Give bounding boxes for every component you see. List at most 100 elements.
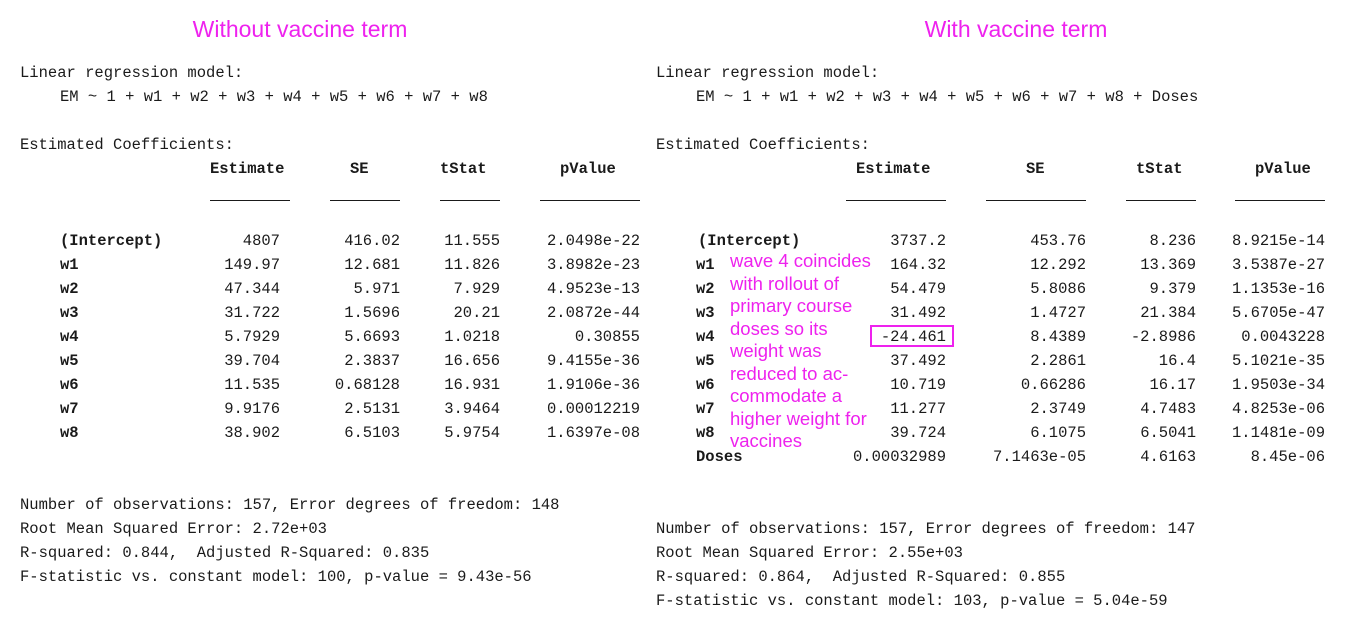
table-row: w6 11.535 0.68128 16.931 1.9106e-36 [0,373,690,397]
row-name: w7 [696,400,715,418]
tstat-cell: 11.555 [444,232,500,250]
row-name: (Intercept) [60,232,163,250]
row-name: w5 [60,352,79,370]
se-cell: 416.02 [344,232,400,250]
se-cell: 0.66286 [1020,376,1086,394]
column-rule [210,200,290,201]
tstat-cell: 7.929 [453,280,500,298]
se-cell: 2.3837 [344,352,400,370]
estimate-cell: 11.277 [890,400,946,418]
tstat-cell: 16.4 [1158,352,1196,370]
table-row: (Intercept) 3737.2 453.76 8.236 8.9215e-… [636,229,1326,253]
estimate-cell: 11.535 [224,376,280,394]
table-row: w3 31.722 1.5696 20.21 2.0872e-44 [0,301,690,325]
row-name: w1 [60,256,79,274]
se-cell: 6.1075 [1030,424,1086,442]
footer-fstatistic: F-statistic vs. constant model: 100, p-v… [20,568,532,586]
estimate-cell: 4807 [242,232,280,250]
row-name: w5 [696,352,715,370]
col-header-pvalue: pValue [560,160,616,178]
row-name: Doses [696,448,743,466]
table-row: w2 54.479 5.8086 9.379 1.1353e-16 [636,277,1326,301]
row-name: w2 [60,280,79,298]
col-header-estimate: Estimate [856,160,931,178]
estimate-cell: 39.704 [224,352,280,370]
pvalue-cell: 4.9523e-13 [546,280,640,298]
se-cell: 1.5696 [344,304,400,322]
estimate-cell: 39.724 [890,424,946,442]
table-row: w8 39.724 6.1075 6.5041 1.1481e-09 [636,421,1326,445]
row-name: w6 [60,376,79,394]
pvalue-cell: 0.00012219 [546,400,640,418]
estimate-cell: 164.32 [890,256,946,274]
row-name: w4 [60,328,79,346]
table-row: w1 149.97 12.681 11.826 3.8982e-23 [0,253,690,277]
se-cell: 0.68128 [334,376,400,394]
row-name: w3 [696,304,715,322]
footer-rsquared: R-squared: 0.844, Adjusted R-Squared: 0.… [20,544,430,562]
pvalue-cell: 3.5387e-27 [1231,256,1325,274]
col-header-pvalue: pValue [1255,160,1311,178]
footer-rmse: Root Mean Squared Error: 2.55e+03 [656,544,963,562]
annotation-note: wave 4 coincides with rollout of primary… [730,250,871,451]
tstat-cell: 9.379 [1149,280,1196,298]
table-row: w3 31.492 1.4727 21.384 5.6705e-47 [636,301,1326,325]
model-formula: EM ~ 1 + w1 + w2 + w3 + w4 + w5 + w6 + w… [696,88,1199,106]
panel-heading: Without vaccine term [192,16,408,42]
coefficients-title: Estimated Coefficients: [656,136,870,154]
footer-observations: Number of observations: 157, Error degre… [656,520,1196,538]
table-row: w5 39.704 2.3837 16.656 9.4155e-36 [0,349,690,373]
tstat-cell: 16.931 [444,376,500,394]
column-rule [846,200,946,201]
se-cell: 5.971 [353,280,400,298]
pvalue-cell: 1.6397e-08 [546,424,640,442]
tstat-cell: 8.236 [1149,232,1196,250]
footer-rsquared: R-squared: 0.864, Adjusted R-Squared: 0.… [656,568,1066,586]
estimate-cell: 9.9176 [224,400,280,418]
panel-heading: With vaccine term [924,16,1108,42]
row-name: w8 [696,424,715,442]
se-cell: 2.3749 [1030,400,1086,418]
table-row: w2 47.344 5.971 7.929 4.9523e-13 [0,277,690,301]
row-name: w2 [696,280,715,298]
model-label: Linear regression model: [20,64,244,82]
footer-observations: Number of observations: 157, Error degre… [20,496,560,514]
row-name: w6 [696,376,715,394]
column-rule [330,200,400,201]
se-cell: 1.4727 [1030,304,1086,322]
table-row: w7 9.9176 2.5131 3.9464 0.00012219 [0,397,690,421]
tstat-cell: 16.656 [444,352,500,370]
highlight-box [870,325,954,347]
tstat-cell: 5.9754 [444,424,500,442]
table-row: w4 5.7929 5.6693 1.0218 0.30855 [0,325,690,349]
pvalue-cell: 0.30855 [574,328,640,346]
col-header-se: SE [1026,160,1045,178]
pvalue-cell: 1.1481e-09 [1231,424,1325,442]
col-header-estimate: Estimate [210,160,285,178]
row-name: w4 [696,328,715,346]
footer-rmse: Root Mean Squared Error: 2.72e+03 [20,520,327,538]
column-rule [986,200,1086,201]
tstat-cell: 11.826 [444,256,500,274]
tstat-cell: 13.369 [1140,256,1196,274]
right-panel: With vaccine term Linear regression mode… [636,0,1326,633]
pvalue-cell: 1.9106e-36 [546,376,640,394]
se-cell: 7.1463e-05 [992,448,1086,466]
column-rule [1235,200,1325,201]
se-cell: 8.4389 [1030,328,1086,346]
tstat-cell: 20.21 [453,304,500,322]
estimate-cell: 54.479 [890,280,946,298]
column-rule [440,200,500,201]
se-cell: 12.681 [344,256,400,274]
estimate-cell: 31.492 [890,304,946,322]
pvalue-cell: 9.4155e-36 [546,352,640,370]
pvalue-cell: 5.6705e-47 [1231,304,1325,322]
pvalue-cell: 4.8253e-06 [1231,400,1325,418]
table-row: w6 10.719 0.66286 16.17 1.9503e-34 [636,373,1326,397]
estimate-cell: 47.344 [224,280,280,298]
tstat-cell: 4.6163 [1140,448,1196,466]
tstat-cell: 1.0218 [444,328,500,346]
estimate-cell: 3737.2 [890,232,946,250]
se-cell: 5.6693 [344,328,400,346]
tstat-cell: 4.7483 [1140,400,1196,418]
